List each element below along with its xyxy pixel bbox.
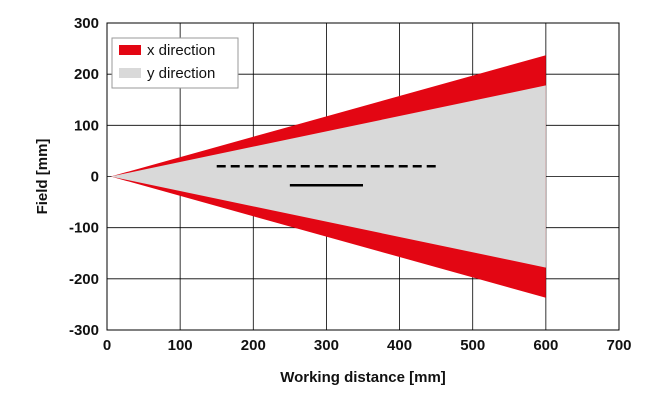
legend: x direction y direction [111,37,239,89]
x-tick-label: 300 [314,337,339,354]
legend-label-x-direction: x direction [147,42,215,59]
data-areas [110,55,546,298]
tick-labels: 0 100 200 300 400 500 600 700 300 200 100 0 -100 -200… [69,15,632,354]
y-tick-label: -100 [69,220,99,237]
plot-frame [106,22,620,331]
y-tick-label: 100 [74,117,99,134]
y-tick-label: 0 [91,169,99,186]
x-tick-label: 500 [460,337,485,354]
legend-label-y-direction: y direction [147,65,215,82]
x-axis-title: Working distance [mm] [280,369,446,386]
x-tick-label: 600 [533,337,558,354]
legend-swatch-y-direction [119,68,141,78]
area-y-direction [110,85,546,268]
y-tick-label: -200 [69,271,99,288]
y-tick-label: 300 [74,15,99,32]
x-tick-label: 200 [241,337,266,354]
y-tick-label: -300 [69,322,99,339]
x-tick-label: 100 [168,337,193,354]
y-tick-label: 200 [74,66,99,83]
legend-swatch-x-direction [119,45,141,55]
x-tick-label: 700 [606,337,631,354]
x-tick-label: 0 [103,337,111,354]
annotations [216,165,440,187]
y-axis-title: Field [mm] [34,139,51,215]
x-tick-label: 400 [387,337,412,354]
